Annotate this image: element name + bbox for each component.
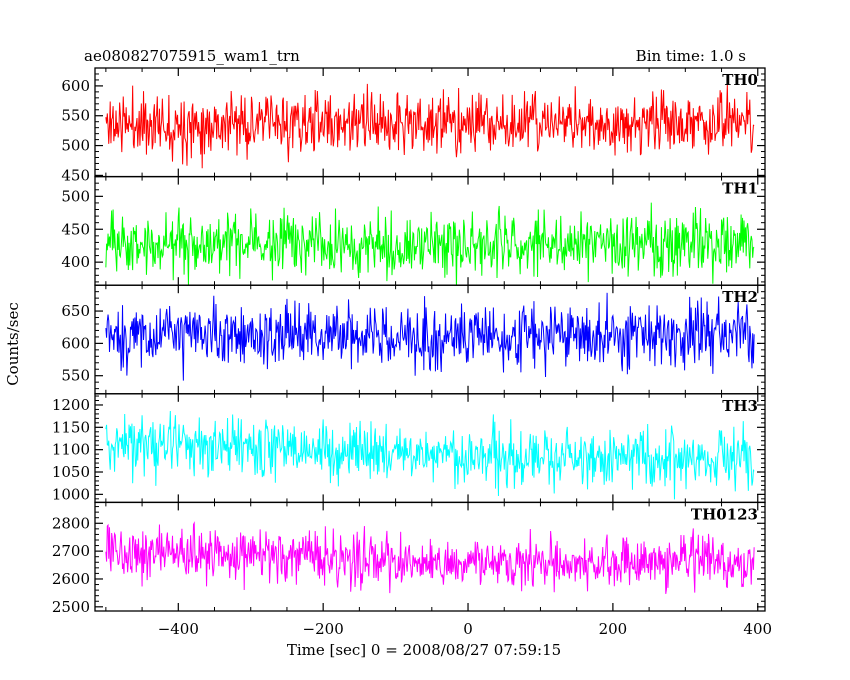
y-tick-label: 450 xyxy=(61,166,90,184)
panel-th0: 450 500 550 600 TH0 xyxy=(61,67,766,184)
panel-label-th0: TH0 xyxy=(722,71,758,89)
panel-label-th1: TH1 xyxy=(722,180,758,198)
y-tick-label: 400 xyxy=(61,253,90,271)
panel-th0123: 2500 2600 2700 2800 TH0123 xyxy=(52,501,766,616)
panels-group: 450 500 550 600 TH0 400 450 500 TH1 550 600 650 TH2 1… xyxy=(52,67,772,638)
panel-th3: 1000 1050 1100 1150 1200 TH3 xyxy=(52,393,766,504)
panel-th1: 400 450 500 TH1 xyxy=(61,175,766,286)
panel-frame xyxy=(94,393,766,504)
y-tick-label: 600 xyxy=(61,334,90,352)
series-line-th0123 xyxy=(105,521,755,594)
series-line-th0 xyxy=(105,83,755,169)
y-tick-label: 650 xyxy=(61,302,90,320)
y-tick-label: 2600 xyxy=(52,570,90,588)
panel-label-th3: TH3 xyxy=(722,397,758,415)
plot-title-left: ae080827075915_wam1_trn xyxy=(84,47,300,65)
y-tick-label: 1100 xyxy=(52,441,90,459)
y-tick-label: 1200 xyxy=(52,396,90,414)
panel-label-th0123: TH0123 xyxy=(691,505,758,523)
panel-label-th2: TH2 xyxy=(722,288,758,306)
y-tick-label: 500 xyxy=(61,187,90,205)
x-tick-label: −200 xyxy=(303,620,344,638)
y-tick-label: 450 xyxy=(61,220,90,238)
x-tick-label: −400 xyxy=(158,620,199,638)
y-tick-label: 600 xyxy=(61,77,90,95)
series-line-th2 xyxy=(105,292,755,381)
y-axis-label: Counts/sec xyxy=(4,302,22,386)
y-tick-label: 550 xyxy=(61,107,90,125)
x-tick-label: 200 xyxy=(599,620,628,638)
series-line-th3 xyxy=(105,411,755,500)
y-tick-label: 500 xyxy=(61,137,90,155)
y-tick-label: 2500 xyxy=(52,598,90,616)
y-tick-label: 1000 xyxy=(52,485,90,503)
y-tick-label: 1150 xyxy=(52,418,90,436)
y-tick-label: 2700 xyxy=(52,542,90,560)
x-tick-label: 0 xyxy=(463,620,473,638)
y-tick-label: 550 xyxy=(61,367,90,385)
x-axis-label: Time [sec] 0 = 2008/08/27 07:59:15 xyxy=(287,641,561,659)
series-line-th1 xyxy=(105,202,755,286)
y-tick-label: 1050 xyxy=(52,463,90,481)
x-tick-label: 400 xyxy=(743,620,772,638)
y-tick-label: 2800 xyxy=(52,514,90,532)
panel-th2: 550 600 650 TH2 xyxy=(61,284,766,395)
bin-time-label: Bin time: 1.0 s xyxy=(636,47,746,65)
